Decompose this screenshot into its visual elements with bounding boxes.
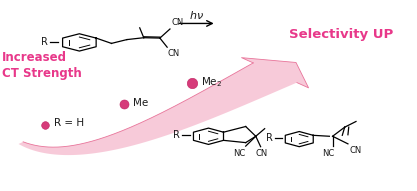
Text: NC: NC	[322, 149, 334, 158]
Text: $h\nu$: $h\nu$	[189, 9, 204, 21]
Text: NC: NC	[233, 149, 245, 158]
Text: Me: Me	[133, 98, 148, 108]
Text: CN: CN	[171, 18, 184, 27]
Text: R = H: R = H	[54, 118, 84, 128]
Text: R: R	[173, 130, 180, 140]
Text: R: R	[41, 37, 48, 47]
Text: R: R	[266, 133, 273, 143]
Text: CN: CN	[255, 149, 268, 158]
Polygon shape	[19, 58, 309, 155]
Text: Selectivity UP: Selectivity UP	[289, 28, 393, 41]
Text: Increased
CT Strength: Increased CT Strength	[2, 51, 82, 80]
Text: CN: CN	[350, 146, 362, 155]
Text: CN: CN	[167, 49, 179, 58]
Text: Me$_2$: Me$_2$	[201, 75, 223, 89]
